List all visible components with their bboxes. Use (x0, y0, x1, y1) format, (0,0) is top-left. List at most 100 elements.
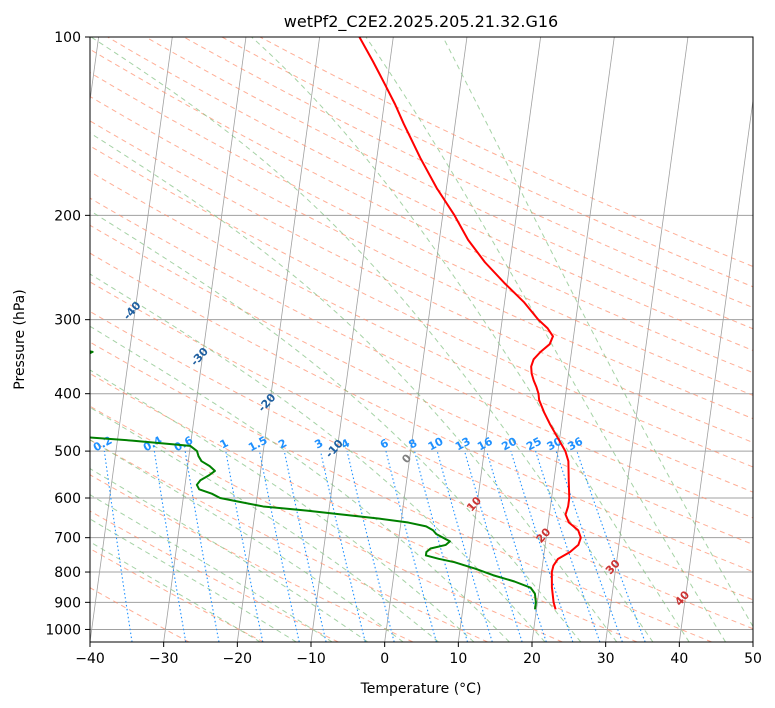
mixing-ratio-line (576, 450, 646, 642)
dry-adiabat (90, 252, 753, 573)
mixing-ratio-line (319, 450, 366, 642)
y-tick-label: 700 (54, 531, 81, 547)
isotherm-line (90, 37, 173, 642)
mixing-ratio-line (486, 450, 547, 642)
x-tick-label: 20 (523, 651, 541, 667)
dry-adiabat (90, 120, 753, 444)
moist-adiabat (90, 132, 618, 642)
isotherm-line (163, 37, 247, 642)
dry-adiabat (90, 95, 753, 420)
isotherm-line (384, 37, 468, 642)
moist-adiabat (90, 494, 333, 642)
mixing-ratio-label: 36 (565, 435, 585, 454)
moist-adiabat (90, 369, 475, 642)
y-tick-label: 300 (54, 313, 81, 329)
dry-adiabat (90, 281, 753, 601)
moist-adiabat (90, 273, 546, 642)
y-tick-label: 1000 (45, 622, 81, 638)
isotherm-line (605, 37, 689, 642)
moist-adiabat (251, 37, 690, 642)
y-tick-label: 400 (54, 387, 81, 403)
mixing-ratio-line (385, 450, 437, 642)
isotherm-label: -60 (0, 207, 9, 231)
mixing-ratio-line (413, 450, 469, 642)
grid-layer (90, 37, 753, 642)
x-tick-label: 0 (380, 651, 389, 667)
dry-adiabat (221, 37, 753, 288)
moist-adiabat (90, 518, 297, 642)
x-tick-label: −10 (296, 651, 326, 667)
dry-adiabat (145, 37, 753, 330)
series-layer (90, 37, 582, 610)
isotherm-line (236, 37, 321, 642)
dry-adiabat (90, 310, 753, 630)
x-tick-label: −20 (223, 651, 253, 667)
mixing-ratio-line (283, 450, 327, 642)
temperature-line (358, 37, 582, 610)
line-labels: 0.10.20.40.611.52346810131620253036-100-… (0, 207, 692, 609)
dry-adiabat (90, 224, 753, 545)
x-tick-label: 40 (670, 651, 688, 667)
mixing-ratio-label: 8 (406, 436, 419, 451)
dry-adiabat (90, 548, 264, 642)
dry-adiabat (90, 373, 638, 642)
isotherm-line (678, 97, 753, 642)
moist-adiabat-label: 40 (672, 588, 692, 608)
isotherm-label: -20 (255, 391, 278, 415)
mixing-ratio-line (436, 450, 493, 642)
mixing-ratio-label: 3 (312, 436, 325, 451)
mixing-ratio-line (346, 450, 395, 642)
y-tick-label: 800 (54, 565, 81, 581)
dry-adiabat (183, 37, 753, 309)
chart-title: wetPf2_C2E2.2025.205.21.32.G16 (284, 12, 558, 32)
moist-adiabat (90, 210, 582, 642)
dry-adiabat (90, 72, 753, 396)
mixing-ratio-label: 2 (276, 436, 289, 451)
dry-adiabat (90, 145, 753, 468)
y-tick-label: 900 (54, 595, 81, 611)
moist-adiabat (90, 541, 261, 642)
dry-adiabat (90, 341, 712, 642)
isotherm-line (531, 37, 615, 642)
axis-layer: −40 −30 −20 −10 0 10 20 30 40 5010020030040050060… (45, 30, 762, 667)
mixing-ratio-line (464, 450, 523, 642)
mixing-ratio-label: 13 (453, 435, 473, 454)
mixing-ratio-label: 25 (524, 435, 544, 454)
isotherm-label: -30 (188, 345, 211, 369)
x-tick-label: 10 (449, 651, 467, 667)
dewpoint-line (90, 350, 537, 610)
mixing-ratio-label: 10 (426, 435, 446, 454)
dry-adiabat (90, 48, 753, 374)
y-tick-label: 600 (54, 491, 81, 507)
plot-frame (89, 36, 754, 643)
mixing-ratio-line (535, 450, 601, 642)
isotherm-line (90, 37, 100, 104)
dry-adiabat (259, 37, 753, 268)
isotherm-label: -50 (53, 253, 76, 277)
dry-adiabat (90, 510, 339, 642)
x-tick-label: 50 (744, 651, 762, 667)
mixing-ratio-line (510, 450, 574, 642)
moist-adiabat (90, 406, 439, 642)
y-tick-label: 100 (54, 30, 81, 46)
dry-adiabat (90, 171, 753, 493)
dry-adiabat (90, 197, 753, 519)
y-tick-label: 200 (54, 208, 81, 224)
moist-adiabat-label: 20 (534, 525, 554, 545)
dry-adiabat (107, 37, 753, 352)
mixing-ratio-line (225, 451, 264, 642)
moist-adiabat (442, 37, 753, 628)
dry-adiabat (90, 405, 563, 642)
y-axis-label: Pressure (hPa) (12, 289, 28, 389)
moist-adiabat (365, 37, 727, 642)
isotherm-line (752, 639, 753, 642)
mixing-ratio-label: 16 (475, 435, 495, 454)
isotherm-label: -40 (121, 299, 144, 323)
moist-adiabat (90, 439, 404, 642)
mixing-ratio-label: 6 (378, 436, 391, 451)
zero-isotherm-label: 0 (399, 451, 414, 466)
moist-adiabat (90, 37, 654, 642)
mixing-ratio-line (258, 450, 300, 642)
mixing-ratio-line (103, 451, 133, 642)
